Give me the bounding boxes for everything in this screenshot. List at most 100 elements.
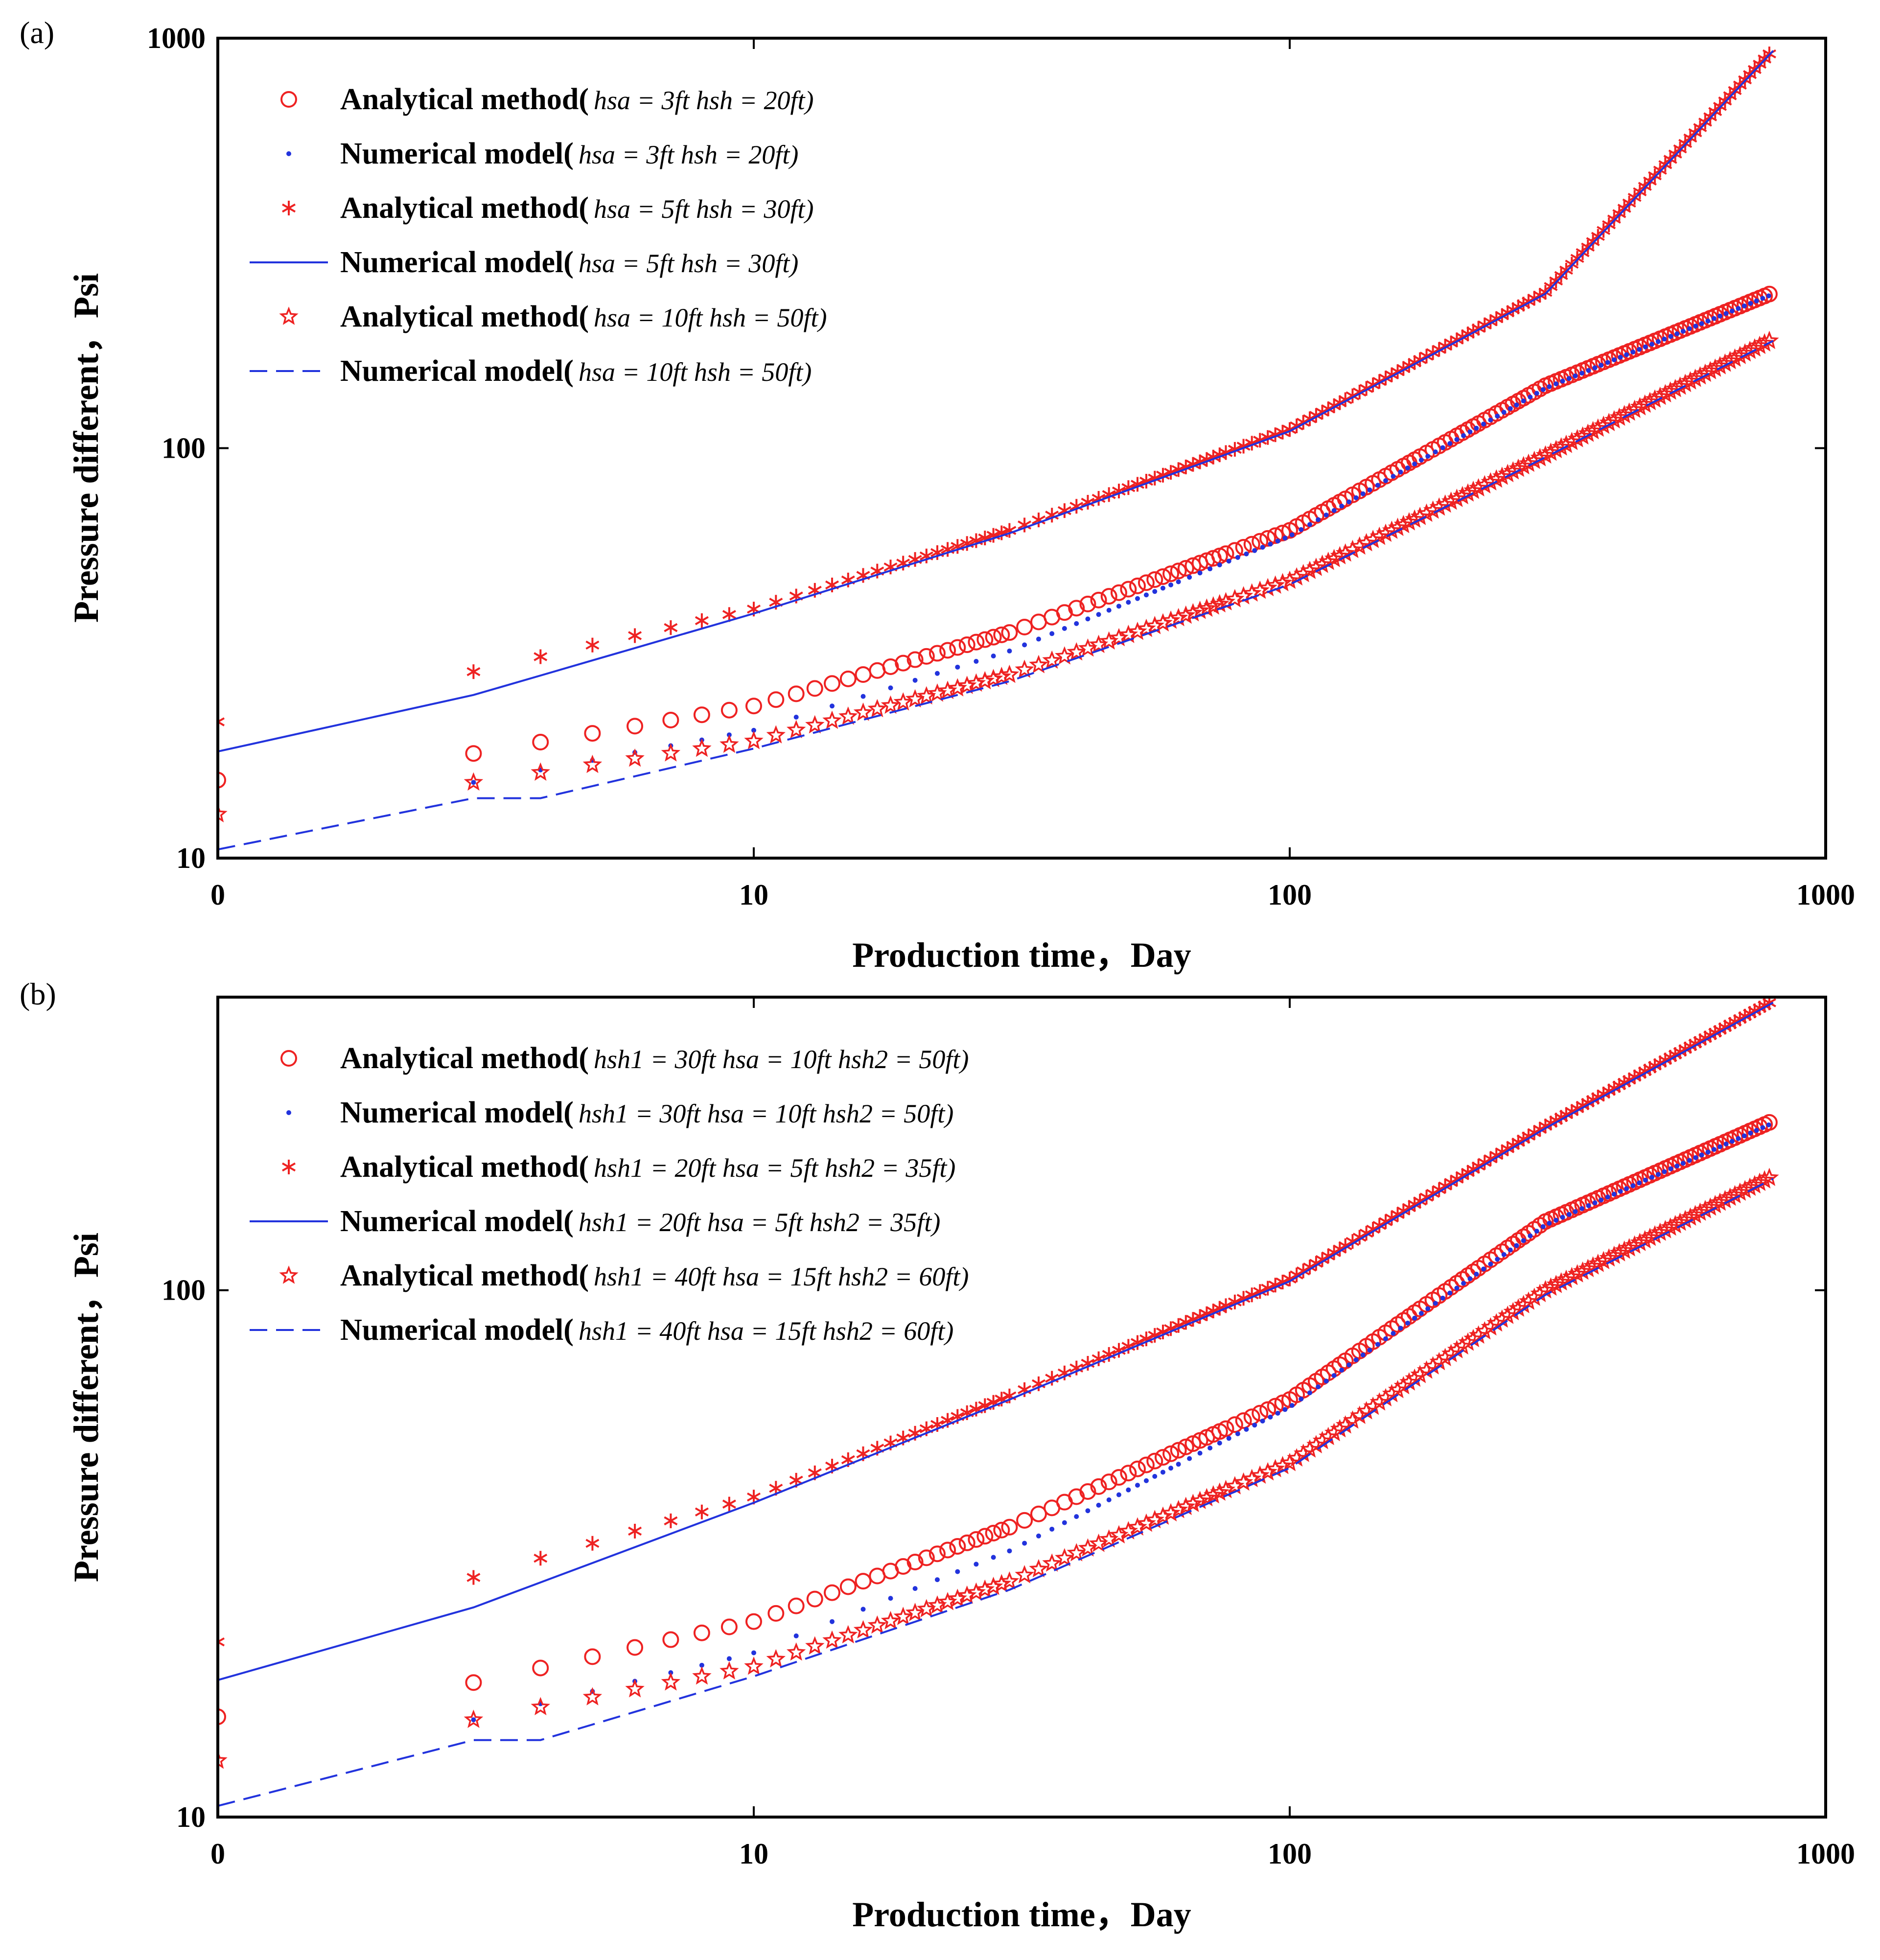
data-point: [1055, 1548, 1074, 1566]
data-point: [1190, 601, 1210, 619]
legend-label: Numerical model(hsh1 = 30ft hsa = 10ft h…: [340, 1096, 953, 1129]
data-point: [1324, 549, 1344, 567]
data-point: [1265, 1459, 1285, 1477]
data-point: [1398, 1326, 1403, 1331]
legend-label-params: hsa = 5ft hsh = 30ft): [579, 249, 798, 278]
data-point: [1429, 1352, 1449, 1371]
data-point: [1183, 1493, 1203, 1512]
data-point: [1566, 1212, 1572, 1217]
data-point: [1618, 354, 1623, 360]
data-point: [1418, 1311, 1424, 1316]
data-point: [985, 629, 1002, 646]
data-point: [695, 613, 709, 628]
x-axis-title: Production time，Day: [852, 1895, 1191, 1934]
plot-frame: [216, 996, 1827, 1819]
data-point: [1022, 642, 1027, 648]
data-point: [1148, 1328, 1162, 1343]
data-point: [1540, 387, 1546, 392]
data-point: [976, 1528, 994, 1545]
data-point: [466, 664, 481, 679]
data-point: [805, 1636, 825, 1655]
data-point: [912, 1586, 918, 1591]
data-point: [625, 748, 645, 767]
data-point: [1586, 368, 1591, 373]
data-point: [881, 695, 901, 714]
data-point: [1244, 1426, 1249, 1432]
legend-item: Numerical model(hsa = 5ft hsh = 30ft): [250, 246, 798, 279]
data-point: [1219, 1298, 1233, 1313]
legend-swatch: [279, 306, 299, 325]
legend-label-lead: Numerical model(: [340, 1313, 574, 1347]
data-point: [1282, 536, 1288, 541]
data-point: [720, 1618, 738, 1635]
data-point: [1425, 454, 1431, 459]
data-point: [1032, 513, 1045, 528]
data-point: [1055, 646, 1074, 665]
series-line: [218, 340, 1774, 851]
data-point: [1312, 1430, 1332, 1449]
data-point: [1207, 566, 1213, 572]
data-point: [1486, 469, 1507, 488]
data-point: [806, 1590, 823, 1608]
data-point: [531, 762, 551, 781]
data-point: [1001, 624, 1018, 641]
data-point: [767, 1605, 785, 1622]
legend-label-lead: Analytical method(: [340, 191, 589, 225]
data-point: [1718, 313, 1723, 319]
data-point: [218, 1708, 226, 1726]
data-point: [1078, 1538, 1098, 1557]
data-point: [1045, 508, 1059, 523]
data-point: [1711, 316, 1717, 321]
legend-label: Analytical method(hsa = 3ft hsh = 20ft): [340, 83, 813, 116]
data-point: [1761, 1114, 1778, 1131]
data-point: [1579, 1206, 1585, 1211]
data-point: [1169, 1500, 1188, 1518]
data-point: [1007, 648, 1012, 653]
data-point: [1036, 1533, 1041, 1539]
legend-item: Analytical method(hsa = 5ft hsh = 30ft): [282, 191, 813, 225]
data-point: [585, 1536, 600, 1551]
data-point: [1275, 538, 1280, 544]
data-point: [1547, 384, 1552, 389]
legend-swatch: [280, 91, 297, 108]
data-point: [1388, 1379, 1408, 1399]
data-point: [806, 680, 823, 697]
series-5: [218, 330, 1779, 823]
data-point: [1418, 457, 1424, 463]
data-point: [1299, 527, 1304, 532]
data-point: [1139, 1331, 1153, 1347]
data-point: [1261, 1281, 1275, 1296]
data-point: [1391, 473, 1396, 479]
data-point: [1154, 568, 1171, 585]
data-point: [1339, 1367, 1345, 1373]
data-point: [1729, 1139, 1735, 1144]
data-point: [1176, 579, 1181, 584]
data-point: [218, 1634, 225, 1650]
data-point: [1375, 483, 1380, 488]
legend-label-params: hsh1 = 20ft hsa = 5ft hsh2 = 35ft): [579, 1208, 940, 1237]
data-point: [1154, 1449, 1171, 1466]
data-point: [1331, 1373, 1337, 1378]
data-point: [1170, 562, 1187, 580]
data-point: [918, 1549, 935, 1566]
data-point: [1137, 1456, 1155, 1473]
data-point: [1267, 527, 1284, 544]
data-point: [1110, 1469, 1127, 1486]
data-point: [1145, 616, 1165, 634]
legend-label-params: hsa = 3ft hsh = 20ft): [594, 86, 813, 115]
data-point: [720, 701, 738, 719]
data-point: [1112, 1343, 1126, 1358]
data-point: [1187, 1456, 1192, 1461]
data-point: [1139, 474, 1153, 489]
data-point: [1102, 487, 1116, 502]
data-point: [917, 1599, 936, 1617]
data-point: [1674, 331, 1680, 336]
data-point: [745, 1613, 762, 1630]
data-point: [1007, 1548, 1012, 1554]
data-point: [1096, 1502, 1101, 1508]
data-point: [1146, 1452, 1163, 1470]
data-point: [1530, 448, 1550, 467]
legend-item: Analytical method(hsa = 10ft hsh = 50ft): [279, 300, 827, 333]
data-point: [1015, 659, 1034, 678]
data-point: [1611, 357, 1617, 363]
